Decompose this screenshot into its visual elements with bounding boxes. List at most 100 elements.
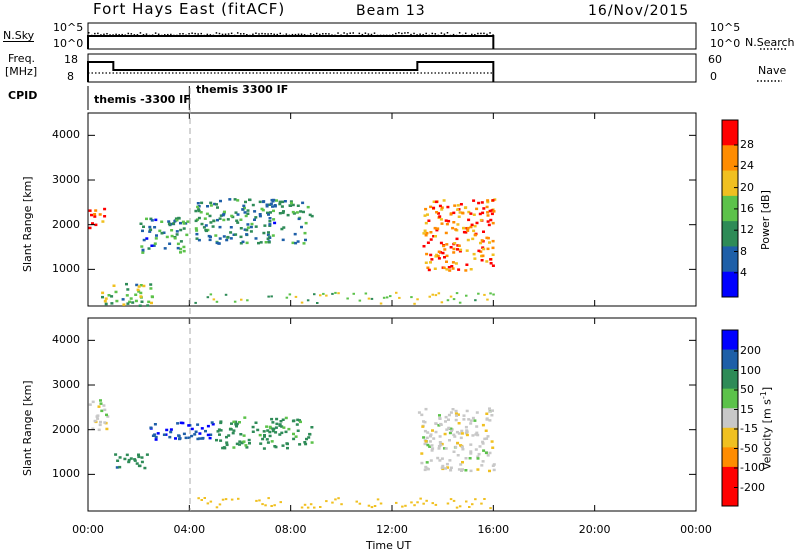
- nsearch-dot: [303, 34, 306, 36]
- data-cell: [452, 247, 456, 251]
- data-cell: [126, 302, 130, 305]
- data-cell: [476, 457, 480, 460]
- data-cell: [98, 213, 102, 216]
- data-cell: [219, 420, 223, 423]
- data-cell: [266, 237, 270, 240]
- data-cell: [216, 218, 219, 222]
- data-cell: [292, 437, 296, 441]
- data-cell: [282, 426, 286, 429]
- data-cell: [440, 466, 444, 469]
- data-cell: [464, 431, 468, 435]
- data-cell: [232, 233, 236, 236]
- nsearch-dot: [212, 34, 215, 37]
- data-cell: [218, 433, 221, 436]
- data-cell: [200, 222, 204, 226]
- ground-scatter-cell: [452, 298, 456, 301]
- data-cell: [480, 201, 484, 204]
- data-cell: [243, 206, 246, 210]
- data-cell: [268, 224, 272, 227]
- data-cell: [457, 244, 461, 247]
- data-cell: [433, 226, 437, 230]
- data-cell: [154, 438, 158, 441]
- data-cell: [176, 246, 180, 250]
- data-cell: [95, 415, 99, 418]
- data-cell: [106, 415, 110, 418]
- ground-scatter-cell: [221, 498, 225, 501]
- data-cell: [223, 210, 226, 214]
- data-cell: [197, 238, 201, 242]
- nsearch-dot: [388, 34, 391, 37]
- data-cell: [448, 459, 452, 462]
- nsearch-dot: [489, 32, 491, 34]
- data-cell: [422, 232, 426, 235]
- nsearch-dot: [230, 32, 233, 35]
- nsearch-dot: [431, 32, 434, 35]
- data-cell: [448, 439, 451, 442]
- data-cell: [296, 429, 300, 432]
- data-cell: [238, 440, 242, 443]
- ground-scatter-cell: [431, 502, 434, 505]
- nsearch-dot: [443, 33, 446, 35]
- nsearch-dot: [139, 32, 142, 34]
- ground-scatter-cell: [294, 295, 298, 298]
- ground-scatter-cell: [325, 294, 328, 297]
- data-cell: [97, 428, 101, 432]
- data-cell: [464, 206, 468, 209]
- data-cell: [272, 218, 276, 221]
- data-cell: [268, 217, 272, 220]
- data-cell: [195, 237, 199, 240]
- data-cell: [449, 213, 453, 216]
- data-cell: [139, 291, 143, 295]
- data-cell: [451, 408, 455, 411]
- data-cell: [239, 227, 243, 230]
- data-cell: [268, 223, 272, 226]
- ground-scatter-cell: [352, 292, 355, 295]
- data-cell: [235, 425, 238, 428]
- data-cell: [267, 241, 271, 244]
- data-cell: [459, 463, 463, 466]
- data-cell: [452, 433, 456, 437]
- data-cell: [450, 429, 453, 433]
- data-cell: [437, 447, 441, 450]
- velocity-colorbar-segment: [722, 427, 738, 448]
- data-cell: [239, 235, 243, 239]
- ground-scatter-cell: [382, 296, 386, 299]
- data-cell: [205, 229, 208, 233]
- data-cell: [294, 241, 298, 245]
- data-cell: [253, 218, 256, 221]
- data-cell: [170, 229, 174, 232]
- data-cell: [156, 432, 160, 435]
- data-cell: [278, 433, 282, 436]
- data-cell: [236, 221, 240, 224]
- ground-scatter-cell: [194, 301, 197, 304]
- data-cell: [266, 233, 270, 237]
- data-cell: [222, 235, 226, 238]
- velocity-data: [88, 399, 496, 510]
- data-cell: [296, 240, 300, 243]
- data-cell: [246, 223, 250, 226]
- data-cell: [464, 457, 468, 460]
- data-cell: [257, 241, 260, 245]
- ground-scatter-cell: [373, 505, 377, 507]
- data-cell: [239, 242, 243, 245]
- data-cell: [445, 268, 449, 271]
- data-cell: [258, 213, 262, 216]
- data-cell: [291, 419, 295, 423]
- data-cell: [196, 205, 200, 209]
- data-cell: [440, 208, 444, 211]
- data-cell: [466, 226, 470, 230]
- data-cell: [424, 221, 428, 225]
- data-cell: [110, 295, 114, 298]
- data-cell: [430, 258, 434, 261]
- data-cell: [429, 253, 433, 257]
- power-colorbar-segment: [722, 271, 738, 298]
- freq-panel-frame: [87, 53, 697, 83]
- data-cell: [486, 220, 490, 223]
- data-cell: [135, 462, 139, 465]
- data-cell: [242, 204, 246, 208]
- data-cell: [299, 420, 302, 424]
- nsearch-dot: [474, 34, 476, 36]
- data-cell: [105, 427, 109, 431]
- data-cell: [149, 217, 153, 221]
- data-cell: [196, 423, 200, 426]
